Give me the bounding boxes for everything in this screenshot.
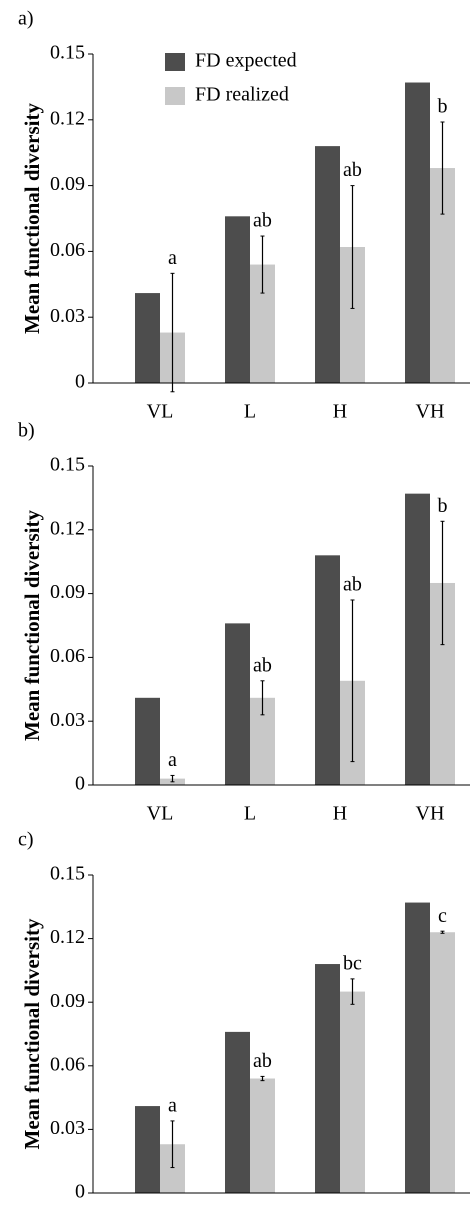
y-tick-label: 0 <box>75 371 85 393</box>
x-tick-label: VL <box>147 401 174 423</box>
bar <box>430 932 455 1193</box>
y-tick-label: 0.15 <box>50 454 85 476</box>
y-tick-label: 0.09 <box>50 581 85 603</box>
x-tick-label: VH <box>416 803 445 825</box>
y-tick-label: 0.06 <box>50 239 85 261</box>
y-tick-label: 0.15 <box>50 42 85 64</box>
significance-letter: b <box>438 495 448 517</box>
bar <box>405 82 430 383</box>
y-tick-label: 0.06 <box>50 1053 85 1075</box>
significance-letter: bc <box>343 952 362 974</box>
bar <box>315 964 340 1193</box>
y-tick-label: 0.12 <box>50 517 85 539</box>
significance-letter: a <box>168 749 177 771</box>
significance-letter: a <box>168 1095 177 1117</box>
legend-label: FD realized <box>195 84 289 106</box>
significance-letter: a <box>168 247 177 269</box>
bar <box>135 293 160 383</box>
y-tick-label: 0.12 <box>50 107 85 129</box>
y-tick-label: 0.09 <box>50 173 85 195</box>
bar <box>135 1106 160 1193</box>
y-axis-label: Mean functional diversity <box>20 103 44 334</box>
y-axis-label: Mean functional diversity <box>20 510 44 741</box>
panel-label: b) <box>18 420 35 442</box>
y-tick-label: 0 <box>75 773 85 795</box>
significance-letter: ab <box>253 210 272 232</box>
significance-letter: ab <box>253 654 272 676</box>
bar <box>340 991 365 1193</box>
bar <box>225 216 250 383</box>
bar <box>225 1031 250 1193</box>
y-tick-label: 0.03 <box>50 1117 85 1139</box>
y-tick-label: 0.15 <box>50 863 85 885</box>
y-tick-label: 0.09 <box>50 990 85 1012</box>
y-tick-label: 0 <box>75 1181 85 1203</box>
bar <box>250 1078 275 1193</box>
significance-letter: c <box>438 905 447 927</box>
panel-label: a) <box>18 8 34 30</box>
significance-letter: ab <box>343 159 362 181</box>
bar <box>315 555 340 785</box>
significance-letter: ab <box>253 1050 272 1072</box>
y-tick-label: 0.06 <box>50 645 85 667</box>
x-tick-label: VH <box>416 401 445 423</box>
y-axis-label: Mean functional diversity <box>20 918 44 1149</box>
x-tick-label: L <box>244 401 256 423</box>
x-tick-label: H <box>333 803 347 825</box>
bar <box>405 493 430 785</box>
legend-swatch <box>165 53 185 71</box>
bar <box>315 146 340 383</box>
significance-letter: ab <box>343 574 362 596</box>
y-tick-label: 0.12 <box>50 926 85 948</box>
x-tick-label: H <box>333 401 347 423</box>
x-tick-label: L <box>244 803 256 825</box>
legend-swatch <box>165 87 185 105</box>
bar <box>405 902 430 1193</box>
panel-label: c) <box>18 829 34 851</box>
y-tick-label: 0.03 <box>50 305 85 327</box>
x-tick-label: VL <box>147 803 174 825</box>
legend-label: FD expected <box>195 50 297 72</box>
bar <box>225 623 250 785</box>
y-tick-label: 0.03 <box>50 709 85 731</box>
bar <box>135 697 160 785</box>
significance-letter: b <box>438 96 448 118</box>
